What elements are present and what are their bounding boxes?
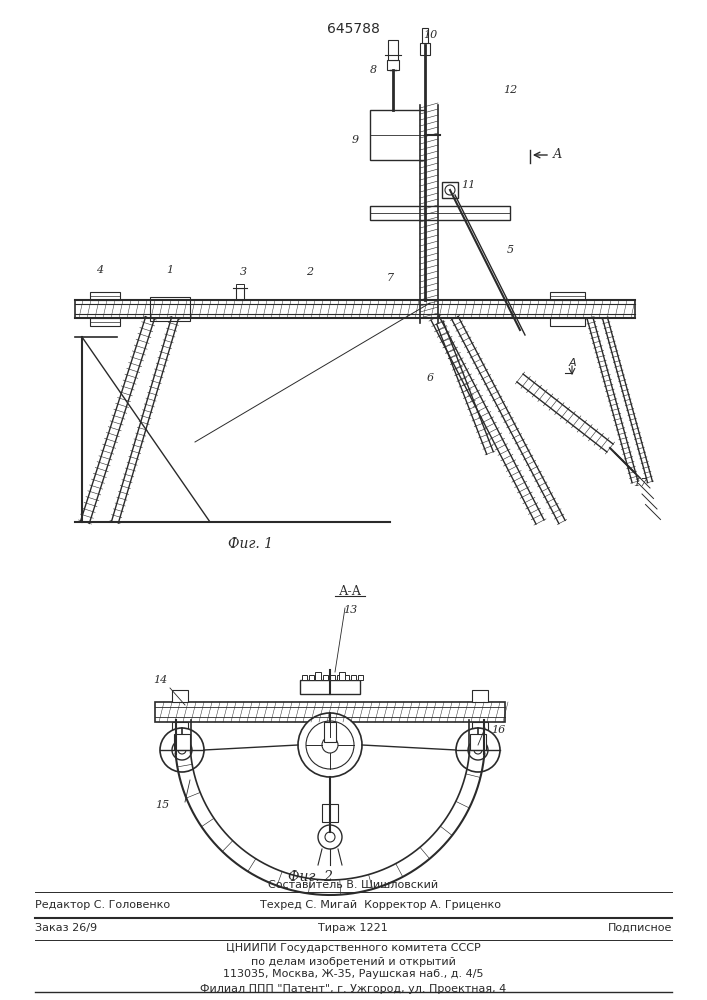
Bar bbox=[322, 804, 338, 822]
Bar bbox=[387, 60, 399, 70]
Text: А-А: А-А bbox=[339, 585, 361, 598]
Text: Техред С. Мигай  Корректор А. Гриценко: Техред С. Мигай Корректор А. Гриценко bbox=[260, 900, 501, 910]
Circle shape bbox=[322, 737, 338, 753]
Bar bbox=[344, 675, 349, 680]
Text: Тираж 1221: Тираж 1221 bbox=[318, 923, 388, 933]
Bar bbox=[309, 675, 314, 680]
Bar bbox=[420, 43, 430, 55]
Bar bbox=[422, 28, 428, 43]
Bar bbox=[472, 722, 488, 734]
Bar bbox=[470, 734, 486, 750]
Text: 8: 8 bbox=[370, 65, 377, 75]
Bar bbox=[90, 318, 120, 326]
Text: 11: 11 bbox=[461, 180, 475, 190]
Text: 2: 2 bbox=[306, 267, 314, 277]
Text: 1: 1 bbox=[166, 265, 173, 275]
Text: Подписное: Подписное bbox=[607, 923, 672, 933]
Bar bbox=[316, 675, 321, 680]
Text: Фиг. 1: Фиг. 1 bbox=[228, 537, 272, 551]
Bar bbox=[236, 288, 244, 300]
Bar bbox=[337, 675, 342, 680]
Circle shape bbox=[325, 832, 335, 842]
Text: 15: 15 bbox=[155, 800, 169, 810]
Bar bbox=[90, 292, 120, 300]
Bar bbox=[150, 297, 190, 321]
Text: 6: 6 bbox=[426, 373, 433, 383]
Text: 4: 4 bbox=[96, 265, 103, 275]
Bar bbox=[442, 182, 458, 198]
Circle shape bbox=[474, 746, 482, 754]
Text: 17: 17 bbox=[633, 478, 647, 488]
Circle shape bbox=[468, 740, 488, 760]
Bar bbox=[172, 722, 188, 734]
Circle shape bbox=[306, 721, 354, 769]
Circle shape bbox=[456, 728, 500, 772]
Text: 14: 14 bbox=[153, 675, 167, 685]
Text: 5: 5 bbox=[506, 245, 513, 255]
Text: А: А bbox=[553, 148, 563, 161]
Bar bbox=[339, 672, 345, 680]
Bar bbox=[300, 680, 360, 694]
Text: Фиг. 2: Фиг. 2 bbox=[288, 870, 332, 884]
Bar bbox=[172, 690, 188, 702]
Circle shape bbox=[172, 740, 192, 760]
Bar bbox=[315, 672, 321, 680]
Bar bbox=[370, 110, 425, 160]
Bar bbox=[472, 690, 488, 702]
Bar bbox=[370, 206, 510, 220]
Text: 16: 16 bbox=[491, 725, 505, 735]
Text: Заказ 26/9: Заказ 26/9 bbox=[35, 923, 97, 933]
Bar bbox=[155, 702, 505, 722]
Text: 645788: 645788 bbox=[327, 22, 380, 36]
Bar bbox=[324, 722, 336, 742]
Circle shape bbox=[445, 185, 455, 195]
Bar bbox=[550, 318, 585, 326]
Text: 9: 9 bbox=[351, 135, 358, 145]
Bar bbox=[323, 675, 328, 680]
Bar bbox=[351, 675, 356, 680]
Text: 7: 7 bbox=[387, 273, 394, 283]
Bar bbox=[358, 675, 363, 680]
Bar bbox=[388, 40, 398, 60]
Bar bbox=[302, 675, 307, 680]
Text: 10: 10 bbox=[423, 30, 437, 40]
Circle shape bbox=[178, 746, 186, 754]
Text: Составитель В. Шишловский: Составитель В. Шишловский bbox=[268, 880, 438, 890]
Bar bbox=[236, 284, 244, 288]
Text: Филиал ППП "Патент", г. Ужгород, ул. Проектная, 4: Филиал ППП "Патент", г. Ужгород, ул. Про… bbox=[200, 984, 506, 994]
Text: ЦНИИПИ Государственного комитета СССР: ЦНИИПИ Государственного комитета СССР bbox=[226, 943, 480, 953]
Text: 113035, Москва, Ж-35, Раушская наб., д. 4/5: 113035, Москва, Ж-35, Раушская наб., д. … bbox=[223, 969, 484, 979]
Bar bbox=[330, 675, 335, 680]
Text: 3: 3 bbox=[240, 267, 247, 277]
Circle shape bbox=[160, 728, 204, 772]
Text: А: А bbox=[568, 358, 575, 368]
Text: по делам изобретений и открытий: по делам изобретений и открытий bbox=[250, 957, 455, 967]
Circle shape bbox=[318, 825, 342, 849]
Text: 12: 12 bbox=[503, 85, 517, 95]
Text: Редактор С. Головенко: Редактор С. Головенко bbox=[35, 900, 170, 910]
Circle shape bbox=[298, 713, 362, 777]
Bar bbox=[550, 292, 585, 300]
Bar bbox=[174, 734, 190, 750]
Text: 13: 13 bbox=[343, 605, 357, 615]
